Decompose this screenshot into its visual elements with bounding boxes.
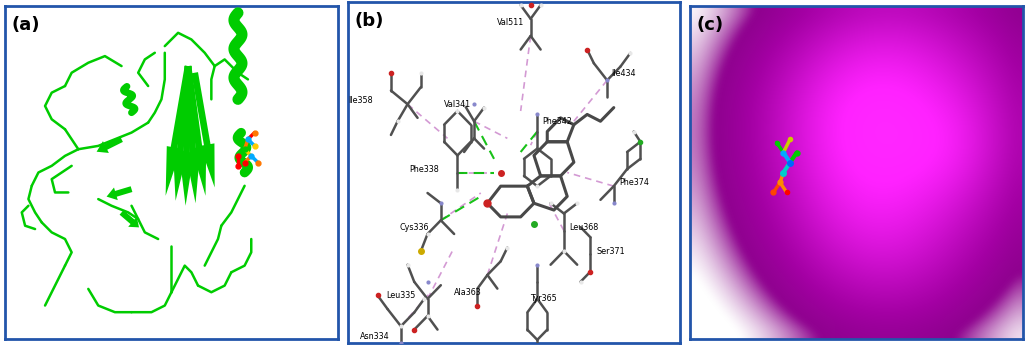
FancyArrow shape <box>166 66 191 196</box>
Text: Ser371: Ser371 <box>596 247 625 256</box>
FancyArrow shape <box>97 137 123 153</box>
FancyArrow shape <box>119 210 139 227</box>
Text: Leu368: Leu368 <box>570 223 598 231</box>
Text: Cys336: Cys336 <box>400 223 429 231</box>
Text: Ile434: Ile434 <box>612 69 636 78</box>
Text: Leu335: Leu335 <box>387 291 415 300</box>
Text: (a): (a) <box>11 16 40 34</box>
Text: (b): (b) <box>355 12 383 30</box>
Text: Val341: Val341 <box>444 100 471 109</box>
FancyArrow shape <box>191 72 215 187</box>
Text: Tyr365: Tyr365 <box>530 294 557 303</box>
Text: Ala363: Ala363 <box>453 287 481 297</box>
Text: Phe342: Phe342 <box>543 117 573 126</box>
Text: (c): (c) <box>697 16 724 34</box>
FancyArrow shape <box>185 66 207 196</box>
FancyArrow shape <box>185 66 200 203</box>
Text: Asn334: Asn334 <box>360 332 390 341</box>
FancyArrow shape <box>173 66 191 201</box>
Text: Phe338: Phe338 <box>409 165 439 174</box>
Text: Phe374: Phe374 <box>619 178 649 187</box>
Text: Ile358: Ile358 <box>348 96 373 105</box>
FancyArrow shape <box>179 66 194 206</box>
Text: Val511: Val511 <box>498 18 524 27</box>
FancyArrow shape <box>107 186 133 200</box>
